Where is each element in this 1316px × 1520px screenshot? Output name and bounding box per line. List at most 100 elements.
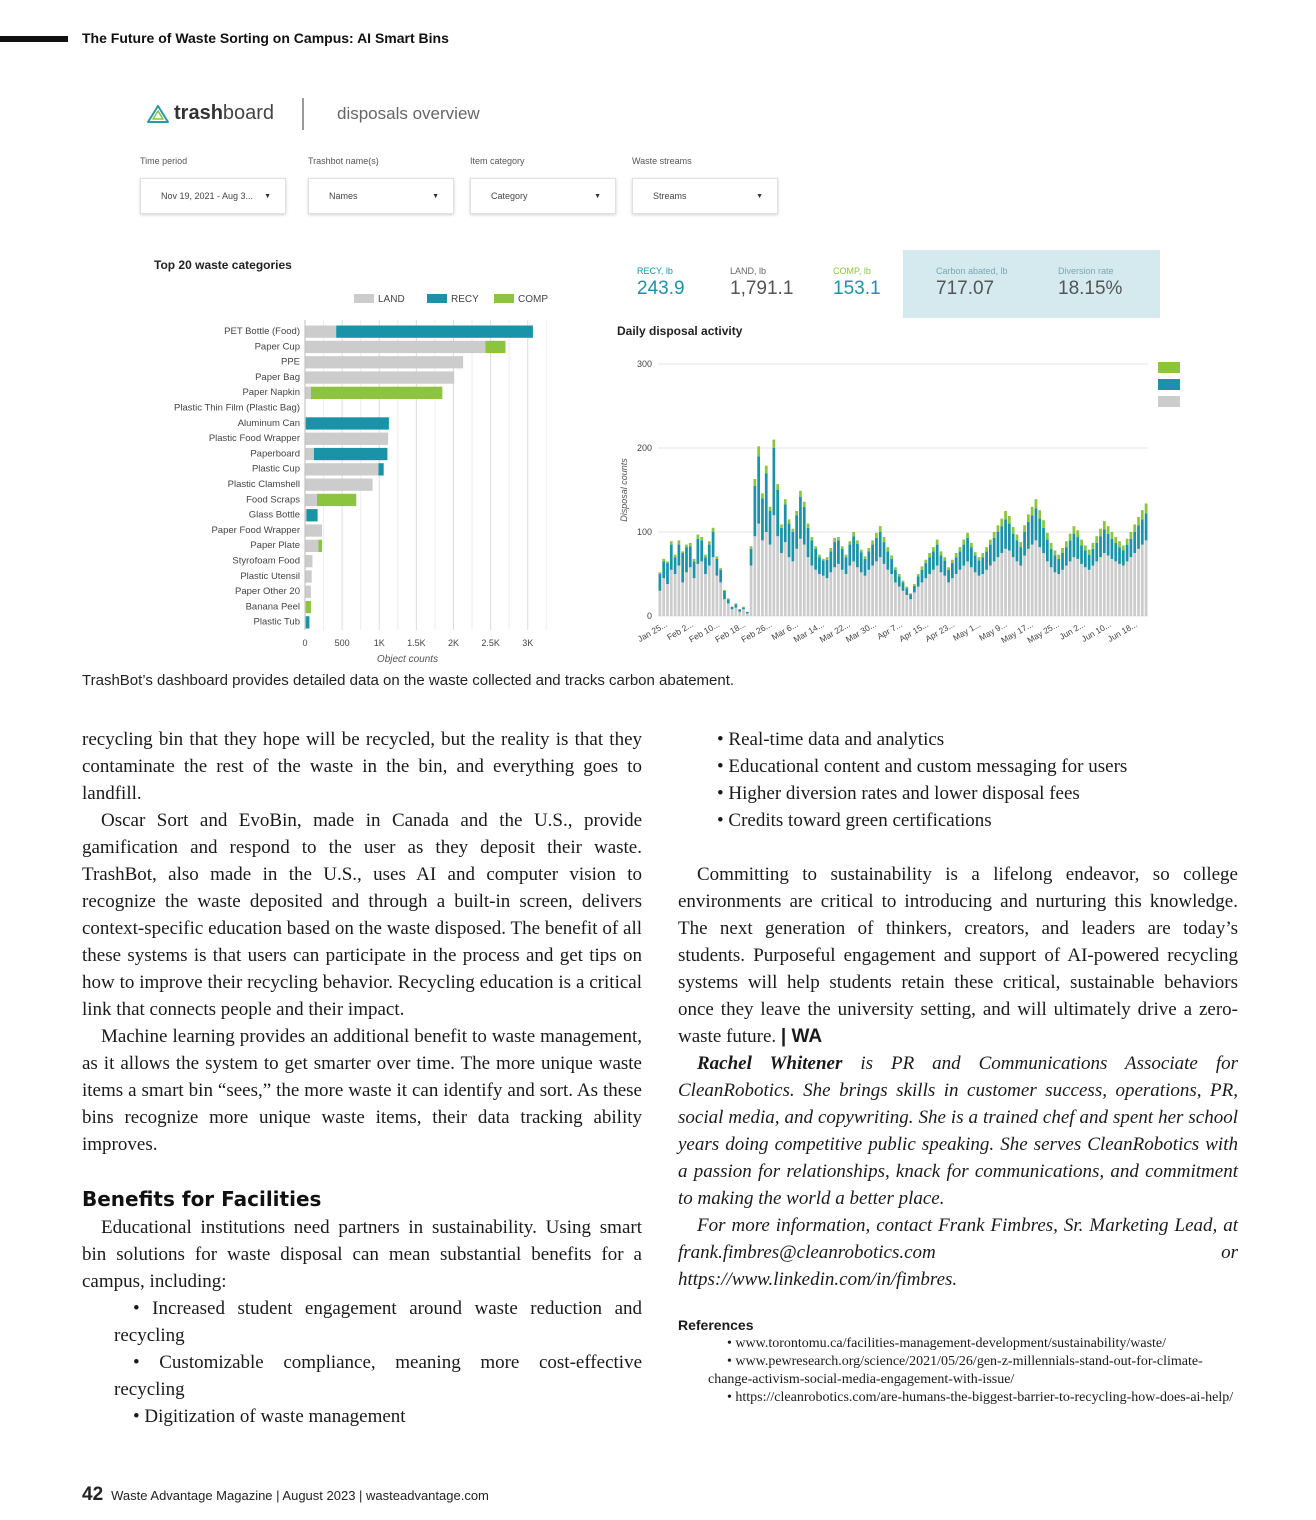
column-segment — [829, 547, 833, 552]
column-segment — [711, 532, 715, 558]
column-segment — [677, 544, 681, 566]
column-segment — [943, 557, 947, 561]
column-segment — [772, 515, 776, 616]
x-tick-label: 1K — [374, 638, 385, 648]
column-segment — [1140, 544, 1144, 616]
x-tick-label: 2K — [448, 638, 459, 648]
stat-label: Carbon abated, lb — [936, 266, 1008, 276]
column-segment — [951, 563, 954, 579]
column-segment — [1057, 574, 1061, 616]
column-segment — [821, 560, 825, 576]
column-segment — [1133, 524, 1137, 532]
column-segment — [799, 496, 802, 539]
column-segment — [745, 611, 749, 614]
column-segment — [742, 606, 745, 608]
column-segment — [1034, 499, 1038, 509]
column-segment — [916, 574, 920, 577]
x-axis-label: Object counts — [377, 654, 438, 665]
column-segment — [787, 519, 791, 524]
column-segment — [677, 540, 681, 545]
column-segment — [973, 552, 977, 556]
time-period-dropdown[interactable]: Nov 19, 2021 - Aug 3... ▼ — [140, 178, 286, 214]
column-segment — [875, 561, 878, 616]
bar-segment — [305, 371, 455, 384]
column-segment — [666, 561, 669, 564]
column-segment — [764, 532, 768, 616]
list-item: • Digitization of waste management — [133, 1406, 406, 1427]
bar-segment — [305, 356, 464, 369]
contact-info: For more information, contact Frank Fimb… — [678, 1215, 1238, 1290]
column-segment — [1068, 561, 1072, 616]
column-segment — [913, 584, 916, 586]
column-segment — [1087, 554, 1091, 570]
column-segment — [1106, 533, 1110, 556]
bar-segment — [310, 386, 443, 399]
reference-link[interactable]: • www.pewresearch.org/science/2021/05/26… — [708, 1354, 1203, 1387]
bar-segment — [305, 478, 373, 491]
column-segment — [1030, 506, 1034, 516]
column-segment — [1000, 518, 1004, 527]
column-segment — [1061, 553, 1064, 570]
legend-swatch-comp — [1158, 362, 1180, 373]
column-segment — [992, 537, 996, 562]
column-segment — [666, 563, 669, 585]
column-segment — [1118, 541, 1121, 548]
column-segment — [1144, 503, 1148, 514]
column-segment — [958, 547, 962, 552]
column-segment — [1023, 532, 1026, 556]
column-segment — [662, 558, 666, 562]
figure-caption: TrashBot’s dashboard provides detailed d… — [82, 672, 735, 689]
stat-value: 243.9 — [637, 278, 685, 299]
column-segment — [1038, 510, 1042, 519]
column-segment — [799, 490, 802, 497]
column-segment — [681, 551, 685, 553]
legend-label: COMP — [518, 294, 548, 305]
reference-link[interactable]: • https://cleanrobotics.com/are-humans-t… — [727, 1390, 1234, 1405]
column-segment — [935, 544, 939, 566]
column-segment — [1095, 536, 1099, 543]
column-segment — [947, 567, 950, 570]
column-segment — [973, 555, 977, 573]
names-dropdown[interactable]: Names ▼ — [308, 178, 454, 214]
column-segment — [1045, 561, 1049, 616]
column-segment — [1072, 526, 1076, 534]
column-segment — [753, 479, 757, 486]
article-column-right: • Real-time data and analytics • Educati… — [678, 726, 1238, 1407]
column-segment — [825, 578, 829, 616]
column-segment — [924, 563, 928, 579]
column-segment — [799, 538, 802, 616]
column-segment — [1000, 553, 1004, 616]
column-segment — [890, 558, 893, 574]
column-segment — [1110, 532, 1114, 539]
column-segment — [818, 554, 821, 558]
column-segment — [935, 565, 939, 616]
streams-dropdown[interactable]: Streams ▼ — [632, 178, 778, 214]
column-segment — [894, 569, 897, 583]
bar-segment — [305, 340, 486, 354]
daily-chart-legend — [1158, 362, 1180, 413]
category-label: Plastic Food Wrapper — [209, 433, 300, 444]
column-segment — [688, 567, 692, 616]
column-segment — [749, 548, 753, 566]
column-segment — [734, 607, 738, 616]
legend-swatch — [354, 294, 374, 303]
filter-time-period: Time period Nov 19, 2021 - Aug 3... ▼ — [140, 156, 286, 214]
column-segment — [837, 537, 840, 541]
running-header: The Future of Waste Sorting on Campus: A… — [82, 30, 449, 46]
column-segment — [723, 599, 726, 616]
top-categories-chart: 0 500 1K 1.5K 2K 2.5K 3K LAND RECY COMP PET Bottle… — [174, 294, 548, 665]
column-segment — [947, 582, 950, 616]
column-segment — [821, 558, 825, 561]
legend-label: LAND — [378, 294, 405, 305]
category-dropdown[interactable]: Category ▼ — [470, 178, 616, 214]
column-segment — [939, 555, 943, 573]
column-segment — [833, 537, 836, 543]
column-segment — [909, 599, 912, 616]
column-segment — [1011, 526, 1015, 534]
column-segment — [1144, 540, 1148, 616]
column-segment — [894, 582, 897, 616]
benefits-heading: Benefits for Facilities — [82, 1187, 322, 1211]
column-segment — [920, 566, 924, 570]
reference-link[interactable]: • www.torontomu.ca/facilities-management… — [727, 1336, 1167, 1351]
